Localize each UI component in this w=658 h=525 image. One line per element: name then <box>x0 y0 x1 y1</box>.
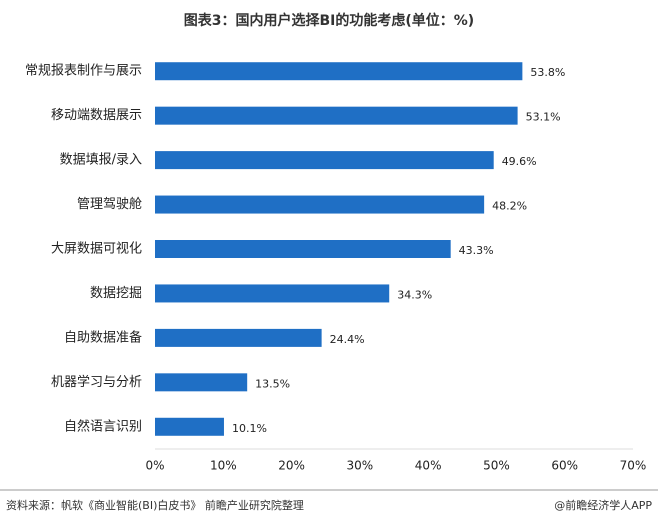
value-label: 10.1% <box>232 422 267 435</box>
x-tick-label: 50% <box>483 459 510 473</box>
bar <box>155 417 224 436</box>
value-label: 13.5% <box>255 377 290 390</box>
category-label: 常规报表制作与展示 <box>25 64 142 79</box>
bar <box>155 195 485 214</box>
bar <box>155 284 390 303</box>
value-label: 48.2% <box>492 200 527 213</box>
brand: @前瞻经济学人APP <box>554 498 652 512</box>
value-label: 24.4% <box>330 333 365 346</box>
x-tick-label: 60% <box>551 459 578 473</box>
value-label: 43.3% <box>459 244 494 257</box>
bar <box>155 62 523 81</box>
category-label: 自然语言识别 <box>64 418 142 434</box>
category-label: 自助数据准备 <box>64 329 142 345</box>
category-label: 管理驾驶舱 <box>77 197 142 212</box>
x-tick-label: 40% <box>415 459 442 473</box>
source-note: 资料来源：帆软《商业智能(BI)白皮书》 前瞻产业研究院整理 <box>6 498 304 512</box>
value-label: 53.1% <box>526 111 561 124</box>
x-tick-label: 10% <box>210 459 237 473</box>
x-tick-label: 20% <box>278 459 305 473</box>
value-label: 49.6% <box>502 155 537 168</box>
value-label: 53.8% <box>530 66 565 79</box>
value-label: 34.3% <box>397 288 432 301</box>
bar <box>155 328 322 347</box>
chart-title: 图表3：国内用户选择BI的功能考虑(单位：%) <box>184 12 474 29</box>
category-label: 机器学习与分析 <box>51 374 142 390</box>
category-label: 移动端数据展示 <box>51 108 142 123</box>
x-tick-label: 30% <box>347 459 374 473</box>
bar <box>155 240 451 258</box>
bar <box>155 373 248 392</box>
x-tick-label: 70% <box>620 459 647 473</box>
bar <box>155 106 518 125</box>
category-label: 数据挖掘 <box>90 286 142 301</box>
bar <box>155 151 494 170</box>
category-label: 大屏数据可视化 <box>51 242 142 257</box>
x-tick-label: 0% <box>145 459 164 473</box>
category-label: 数据填报/录入 <box>60 153 142 168</box>
